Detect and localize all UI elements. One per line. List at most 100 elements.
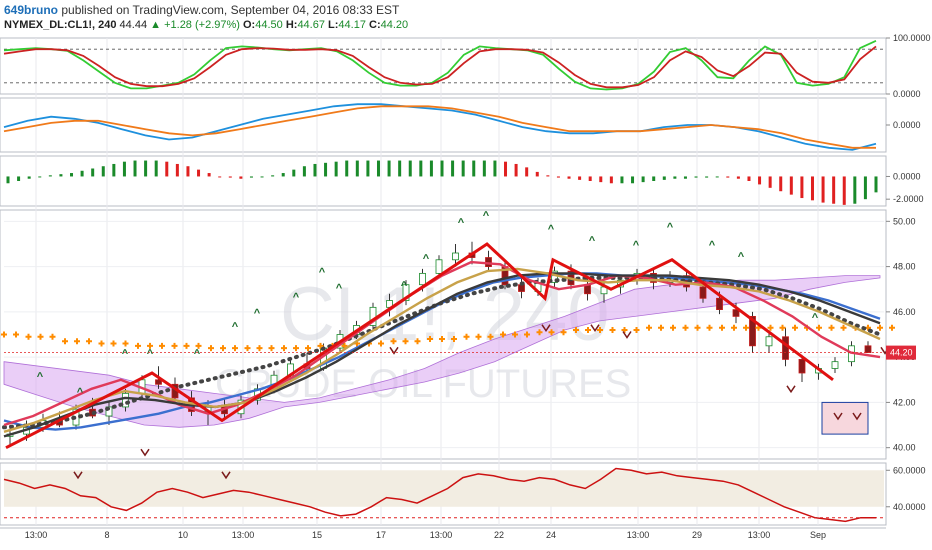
candle-body — [518, 284, 525, 292]
candle-body — [798, 358, 806, 374]
ma-cross-marker — [548, 329, 555, 336]
histogram-bar — [186, 166, 190, 177]
histogram-bar — [652, 176, 656, 181]
ma-cross-marker — [646, 324, 652, 331]
candle-body — [831, 361, 839, 369]
fractal-up-marker: ^ — [812, 312, 819, 324]
histogram-bar — [249, 176, 253, 178]
fractal-up-marker: ^ — [401, 280, 408, 292]
histogram-bar — [302, 166, 306, 177]
high-label: H: — [285, 19, 298, 31]
fractal-up-marker: ^ — [589, 235, 596, 247]
x-tick-label: 8 — [104, 530, 109, 540]
last-price-label: 44.20 — [890, 348, 913, 358]
histogram-bar — [747, 176, 751, 181]
histogram-bar — [525, 167, 529, 177]
ma-cross-marker — [694, 324, 701, 331]
ma-cross-marker — [719, 324, 725, 331]
histogram-bar — [715, 176, 719, 178]
histogram-bar — [345, 160, 349, 177]
fractal-up-marker: ^ — [738, 251, 745, 263]
ma-cross-marker — [706, 324, 713, 331]
ma-cross-marker — [110, 340, 117, 347]
y-tick-label: 42.00 — [893, 397, 916, 407]
author-link[interactable]: 649bruno — [4, 3, 59, 17]
ma-cross-marker — [463, 333, 470, 340]
histogram-bar — [810, 176, 814, 201]
y-tick-label: 48.00 — [893, 262, 916, 272]
ma-cross-marker — [232, 345, 238, 352]
fractal-down-marker — [541, 324, 551, 333]
histogram-bar — [398, 160, 402, 177]
histogram-bar — [387, 160, 391, 177]
y-tick-label: 0.0000 — [893, 89, 921, 99]
histogram-bar — [122, 161, 126, 177]
highlight-box — [821, 401, 869, 435]
stoch-series-line — [3, 45, 877, 89]
ma-cross-marker — [670, 324, 676, 331]
ma-cross-marker — [512, 331, 518, 338]
ma-cross-marker — [183, 342, 190, 349]
ma-cross-marker — [293, 345, 299, 352]
histogram-bar — [842, 176, 846, 205]
watermark-symbol: CL1!, 240 — [280, 272, 610, 357]
ma-cross-marker — [317, 342, 324, 349]
histogram-bar — [91, 168, 95, 177]
panel-frame-stochastic — [0, 37, 887, 95]
last-price-tag — [886, 345, 916, 360]
histogram-bar — [631, 176, 635, 184]
histogram-bar — [567, 176, 571, 179]
histogram-bar — [324, 162, 328, 177]
ma-cross-marker — [609, 326, 616, 333]
candle-body — [749, 315, 756, 347]
candle-body — [155, 379, 162, 385]
ma-cross-marker — [13, 331, 19, 338]
ma-cross-marker — [828, 324, 835, 331]
fractal-down-marker — [389, 346, 399, 355]
ma-cross-marker — [135, 342, 141, 349]
ma-cross-marker — [281, 345, 287, 352]
candle-body — [419, 272, 426, 286]
fractal-up-marker: ^ — [293, 292, 300, 304]
x-tick-label: 24 — [546, 530, 556, 540]
candle-body — [732, 309, 740, 317]
histogram-bar — [673, 176, 677, 179]
histogram-bar — [641, 176, 645, 183]
candle-body — [402, 284, 410, 301]
histogram-bar — [779, 176, 783, 192]
y-tick-label: -2.0000 — [893, 194, 924, 204]
histogram-bar — [726, 176, 730, 178]
fractal-up-marker: ^ — [254, 307, 261, 319]
histogram-bar — [218, 176, 222, 178]
ohlc-legend: NYMEX_DL:CL1!, 240 44.44 ▲ +1.28 (+2.97%… — [4, 19, 408, 31]
ma-cross-marker — [98, 340, 105, 347]
histogram-bar — [48, 175, 52, 177]
histogram-bar — [80, 170, 84, 177]
histogram-bar — [101, 166, 105, 177]
candle-body — [782, 336, 789, 360]
candle-body — [716, 297, 723, 311]
fractal-up-marker: ^ — [194, 348, 201, 360]
ma-cross-marker — [889, 324, 895, 331]
histogram-bar — [271, 175, 275, 177]
histogram-bar — [546, 175, 550, 177]
stoch-series-line — [3, 39, 877, 91]
ma-cross-marker — [658, 324, 664, 331]
ma-cross-marker — [414, 338, 421, 345]
fractal-up-marker: ^ — [423, 253, 430, 265]
histogram-bar — [292, 169, 296, 177]
published-text: published on TradingView.com, September … — [61, 3, 400, 17]
ma-cross-marker — [816, 324, 822, 331]
ma-line — [3, 272, 881, 438]
histogram-bar — [620, 176, 624, 184]
ma-cross-marker — [536, 329, 543, 336]
rsi-band — [4, 470, 884, 507]
histogram-bar — [705, 176, 709, 178]
ma-cross-marker — [244, 345, 251, 352]
histogram-bar — [70, 173, 74, 177]
symbol-label[interactable]: NYMEX_DL:CL1!, 240 — [4, 19, 117, 31]
candle-body — [435, 259, 443, 274]
ma-cross-marker — [560, 329, 567, 336]
histogram-bar — [112, 163, 116, 177]
